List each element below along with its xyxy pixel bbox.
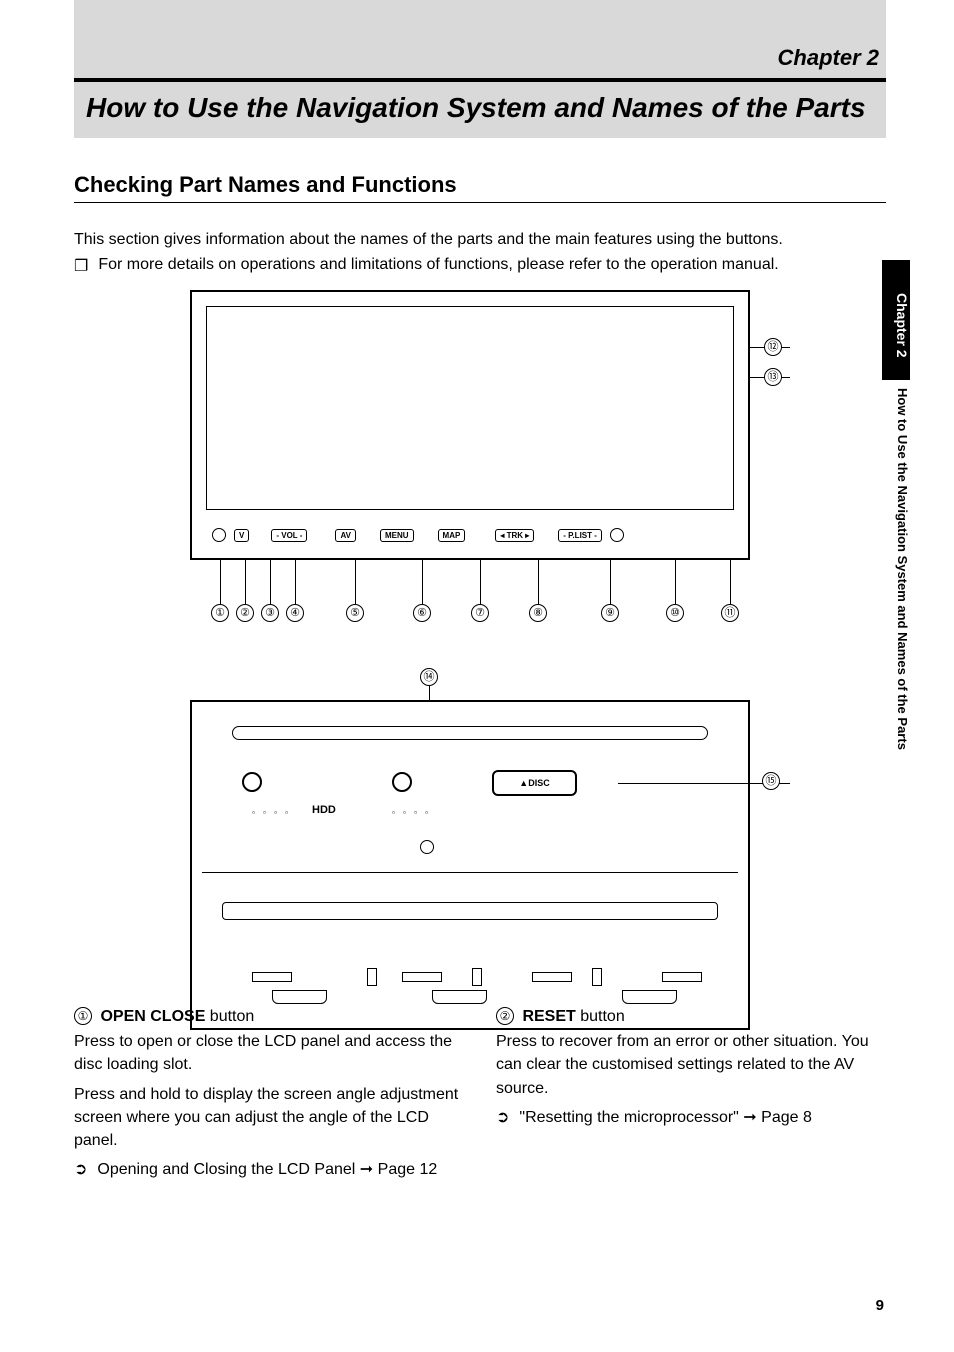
item-2-number: ② <box>496 1007 514 1025</box>
item-1-ref: ➲ Opening and Closing the LCD Panel ➞ Pa… <box>74 1158 464 1181</box>
knob-icon <box>392 772 412 792</box>
item-1-heading: ① OPEN CLOSE button <box>74 1005 464 1028</box>
diagram-button-row: V - VOL - AV MENU MAP ◂ TRK ▸ - P.LIST - <box>212 522 728 548</box>
diagram-screen-unit: ⑫ ⑬ V - VOL - AV MENU MAP ◂ TRK ▸ - P.LI… <box>190 290 750 560</box>
leader <box>220 560 221 604</box>
item-1-title-rest: button <box>205 1008 254 1025</box>
leader <box>422 560 423 604</box>
btn-map: MAP <box>438 529 466 542</box>
page-title: How to Use the Navigation System and Nam… <box>86 92 866 124</box>
btn-av: AV <box>335 529 356 542</box>
btn-trk: ◂ TRK ▸ <box>495 529 534 542</box>
lower-slot <box>222 902 718 920</box>
chapter-label: Chapter 2 <box>778 45 879 71</box>
header-rule <box>74 78 886 82</box>
leader <box>355 560 356 604</box>
btn-vol: - VOL - <box>271 529 307 542</box>
btn-plist: - P.LIST - <box>558 529 602 542</box>
reference-icon: ➲ <box>74 1158 87 1181</box>
detach-icon <box>420 840 434 854</box>
callout-14: ⑭ <box>420 668 438 686</box>
column-left: ① OPEN CLOSE button Press to open or clo… <box>74 1005 464 1181</box>
knob-icon <box>212 528 226 542</box>
callout-1: ① <box>211 604 229 622</box>
description-columns: ① OPEN CLOSE button Press to open or clo… <box>74 1005 886 1181</box>
callout-10: ⑩ <box>666 604 684 622</box>
leader <box>538 560 539 604</box>
intro-text: This section gives information about the… <box>74 228 886 251</box>
section-heading: Checking Part Names and Functions <box>74 172 457 198</box>
dots: ▫ ▫ ▫ ▫ <box>392 808 431 817</box>
leader <box>270 560 271 604</box>
leader <box>245 560 246 604</box>
diagram-deck-unit: HDD ▫ ▫ ▫ ▫ ▫ ▫ ▫ ▫ ▲DISC <box>190 700 750 1030</box>
callout-7: ⑦ <box>471 604 489 622</box>
hdd-label: HDD <box>312 804 336 816</box>
page-number: 9 <box>876 1297 884 1314</box>
section-rule <box>74 202 886 203</box>
callout-5: ⑤ <box>346 604 364 622</box>
btn-v: V <box>234 529 249 542</box>
btn-menu: MENU <box>380 529 414 542</box>
knob-icon <box>610 528 624 542</box>
callout-4: ④ <box>286 604 304 622</box>
leader <box>730 560 731 604</box>
reference-icon: ➲ <box>496 1106 509 1129</box>
divider <box>202 872 738 873</box>
device-diagram: ⑫ ⑬ V - VOL - AV MENU MAP ◂ TRK ▸ - P.LI… <box>190 290 780 1030</box>
callout-15: ⑮ <box>762 772 780 790</box>
note-text: For more details on operations and limit… <box>98 256 778 276</box>
callout-11: ⑪ <box>721 604 739 622</box>
callout-row: ① ② ③ ④ ⑤ ⑥ ⑦ ⑧ ⑨ ⑩ ⑪ <box>190 560 750 630</box>
callout-8: ⑧ <box>529 604 547 622</box>
sidebar-chapter-tab: Chapter 2 <box>882 260 910 380</box>
item-1-number: ① <box>74 1007 92 1025</box>
item-2-heading: ② RESET button <box>496 1005 886 1028</box>
diagram-lcd <box>206 306 734 510</box>
note-row: ❐ For more details on operations and lim… <box>74 256 886 276</box>
leader <box>480 560 481 604</box>
leader-14 <box>429 686 430 700</box>
leader <box>610 560 611 604</box>
disc-slot <box>232 726 708 740</box>
item-2-ref-text: "Resetting the microprocessor" ➞ Page 8 <box>519 1106 811 1129</box>
callout-12: ⑫ <box>764 338 782 356</box>
sidebar-running-title: How to Use the Navigation System and Nam… <box>882 388 910 750</box>
item-1-p2: Press and hold to display the screen ang… <box>74 1083 464 1153</box>
item-2-title-rest: button <box>576 1008 625 1025</box>
leader <box>675 560 676 604</box>
item-1-title-strong: OPEN CLOSE <box>100 1008 205 1025</box>
knob-icon <box>242 772 262 792</box>
leader <box>295 560 296 604</box>
item-2-p1: Press to recover from an error or other … <box>496 1030 886 1100</box>
callout-3: ③ <box>261 604 279 622</box>
item-1-p1: Press to open or close the LCD panel and… <box>74 1030 464 1076</box>
callout-9: ⑨ <box>601 604 619 622</box>
item-2-ref: ➲ "Resetting the microprocessor" ➞ Page … <box>496 1106 886 1129</box>
callout-2: ② <box>236 604 254 622</box>
disc-eject-button: ▲DISC <box>492 770 577 796</box>
dots: ▫ ▫ ▫ ▫ <box>252 808 291 817</box>
column-right: ② RESET button Press to recover from an … <box>496 1005 886 1181</box>
item-2-title-strong: RESET <box>522 1008 575 1025</box>
callout-6: ⑥ <box>413 604 431 622</box>
note-icon: ❐ <box>74 256 88 276</box>
callout-13: ⑬ <box>764 368 782 386</box>
item-1-ref-text: Opening and Closing the LCD Panel ➞ Page… <box>97 1158 437 1181</box>
